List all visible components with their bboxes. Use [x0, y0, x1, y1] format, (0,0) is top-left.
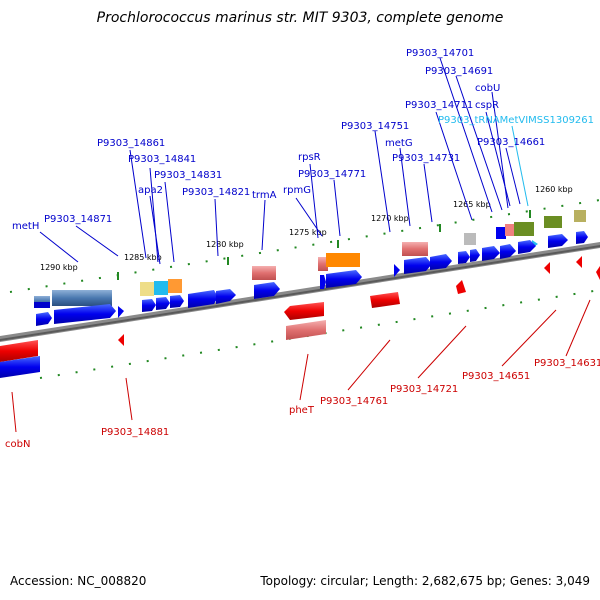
gene-label[interactable]: P9303_14831 — [154, 170, 222, 181]
major-ticks — [117, 210, 531, 280]
gene-feature[interactable] — [464, 233, 476, 245]
gene-arrow[interactable] — [544, 262, 550, 274]
leader-lines-bottom — [11, 299, 591, 433]
gene-arrow[interactable] — [576, 256, 582, 268]
gene-label[interactable]: P9303_14661 — [477, 137, 545, 148]
scale-tick-label: 1260 kbp — [535, 185, 573, 194]
gene-arrow[interactable] — [286, 320, 326, 340]
gene-arrow[interactable] — [394, 264, 400, 277]
gene-label[interactable]: trmA — [252, 190, 277, 201]
scale-tick-label: 1265 kbp — [453, 200, 491, 209]
map-title: Prochlorococcus marinus str. MIT 9303, c… — [96, 10, 504, 26]
gene-feature[interactable] — [514, 222, 534, 236]
gene-arrow[interactable] — [142, 299, 156, 312]
accession-label: Accession: NC_008820 — [10, 574, 147, 588]
leader-lines-top — [39, 57, 521, 265]
gene-label[interactable]: metG — [385, 138, 413, 149]
gene-arrow[interactable] — [188, 290, 218, 308]
forward-genes — [34, 210, 588, 326]
genome-summary: Topology: circular; Length: 2,682,675 bp… — [260, 574, 590, 588]
gene-label[interactable]: apa2 — [138, 185, 163, 196]
gene-label[interactable]: P9303_14771 — [298, 169, 366, 180]
gene-feature[interactable] — [402, 242, 428, 256]
gene-arrow[interactable] — [456, 280, 466, 294]
trna-leader-line — [511, 125, 529, 207]
gene-label[interactable]: P9303_14751 — [341, 121, 409, 132]
gene-arrow[interactable] — [54, 304, 116, 324]
gene-arrow[interactable] — [284, 302, 324, 320]
gene-label[interactable]: P9303_tRNAMetVIMSS1309261 — [438, 115, 594, 126]
gene-arrow[interactable] — [326, 270, 362, 288]
gene-arrow[interactable] — [548, 234, 568, 248]
scale-tick-label: 1280 kbp — [206, 240, 244, 249]
gene-arrow[interactable] — [216, 289, 236, 304]
gene-label[interactable]: P9303_14861 — [97, 138, 165, 149]
gene-arrow[interactable] — [500, 244, 516, 259]
gene-feature[interactable] — [34, 302, 50, 308]
gene-arrow[interactable] — [170, 295, 184, 308]
gene-feature[interactable] — [168, 279, 182, 293]
gene-feature[interactable] — [252, 266, 276, 280]
gene-label[interactable]: pheT — [289, 405, 315, 416]
gene-arrow[interactable] — [118, 306, 124, 318]
gene-label[interactable]: cobN — [5, 439, 30, 450]
gene-arrow[interactable] — [470, 249, 480, 262]
gene-feature[interactable] — [34, 296, 50, 306]
gene-label[interactable]: P9303_14881 — [101, 427, 169, 438]
gene-arrow[interactable] — [118, 334, 124, 346]
gene-arrow[interactable] — [482, 246, 500, 261]
gene-labels-top: metH P9303_14871 P9303_14861 P9303_14841… — [12, 48, 594, 232]
gene-feature[interactable] — [52, 290, 112, 306]
gene-label[interactable]: P9303_14821 — [182, 187, 250, 198]
gene-arrow[interactable] — [0, 356, 40, 378]
gene-arrow[interactable] — [458, 251, 470, 264]
gene-label[interactable]: P9303_14711 — [405, 100, 473, 111]
reverse-genes — [0, 256, 600, 378]
gene-label[interactable]: P9303_14841 — [128, 154, 196, 165]
gene-arrow[interactable] — [576, 231, 588, 244]
gene-label[interactable]: cobU — [475, 83, 500, 94]
gene-label[interactable]: P9303_14721 — [390, 384, 458, 395]
genome-axis — [0, 242, 600, 342]
gene-label[interactable]: rpsR — [298, 152, 321, 163]
gene-feature[interactable] — [318, 257, 328, 271]
gene-arrow[interactable] — [254, 282, 280, 299]
gene-label[interactable]: P9303_14631 — [534, 358, 600, 369]
gene-labels-bottom: cobN P9303_14881 pheT P9303_14761 P9303_… — [5, 358, 600, 450]
gene-label[interactable]: rpmG — [283, 185, 311, 196]
gene-label[interactable]: P9303_14651 — [462, 371, 530, 382]
gene-label[interactable]: P9303_14691 — [425, 66, 493, 77]
gene-feature[interactable] — [326, 253, 360, 267]
gene-feature[interactable] — [505, 224, 515, 236]
scale-tick-label: 1270 kbp — [371, 214, 409, 223]
gene-label[interactable]: P9303_14871 — [44, 214, 112, 225]
gene-arrow[interactable] — [156, 297, 170, 310]
gene-arrow[interactable] — [430, 254, 452, 270]
gene-arrow[interactable] — [370, 292, 400, 308]
gene-feature[interactable] — [574, 210, 586, 222]
gene-feature[interactable] — [544, 216, 562, 228]
gene-label[interactable]: P9303_14731 — [392, 153, 460, 164]
gene-label[interactable]: P9303_14701 — [406, 48, 474, 59]
gene-arrow[interactable] — [404, 257, 432, 274]
gene-feature[interactable] — [496, 227, 506, 239]
gene-label[interactable]: P9303_14761 — [320, 396, 388, 407]
scale-tick-label: 1275 kbp — [289, 228, 327, 237]
gene-arrow[interactable] — [0, 340, 38, 362]
gene-label[interactable]: cspR — [475, 100, 499, 111]
gene-feature[interactable] — [140, 282, 154, 296]
scale-tick-label: 1285 kbp — [124, 253, 162, 262]
scale-tick-label: 1290 kbp — [40, 263, 78, 272]
gene-label[interactable]: metH — [12, 221, 39, 232]
gene-feature[interactable] — [154, 281, 168, 295]
gene-arrow[interactable] — [36, 312, 52, 326]
gene-arrow[interactable] — [518, 240, 536, 254]
gene-arrow[interactable] — [320, 275, 326, 289]
gene-arrow[interactable] — [596, 266, 600, 280]
